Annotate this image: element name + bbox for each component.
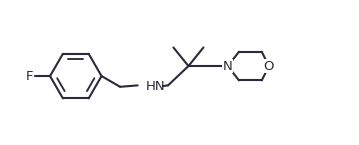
Text: HN: HN — [145, 80, 165, 93]
Text: F: F — [26, 70, 34, 83]
Text: O: O — [264, 60, 274, 72]
Text: N: N — [223, 60, 233, 72]
